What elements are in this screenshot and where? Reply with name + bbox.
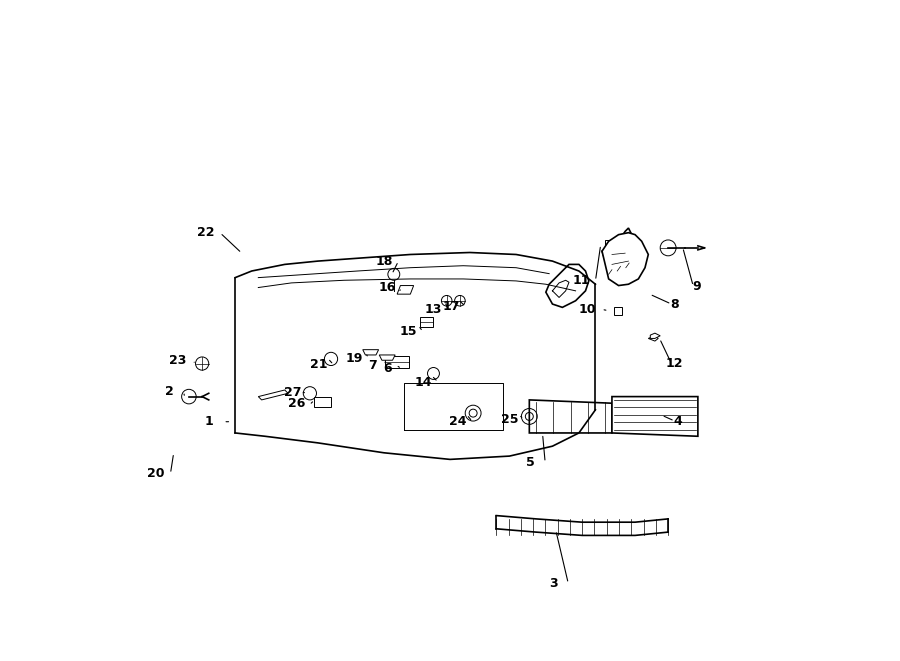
Text: 1: 1 (204, 415, 213, 428)
Text: 22: 22 (197, 226, 214, 239)
Text: 17: 17 (443, 300, 460, 313)
Text: 10: 10 (578, 303, 596, 316)
Polygon shape (258, 390, 288, 400)
Polygon shape (420, 317, 434, 327)
Polygon shape (363, 350, 379, 355)
Text: 16: 16 (379, 281, 396, 294)
Bar (614, 307, 622, 315)
Polygon shape (602, 228, 635, 274)
Text: 11: 11 (572, 274, 590, 288)
Text: 8: 8 (670, 297, 680, 311)
Bar (606, 240, 615, 248)
Polygon shape (612, 397, 698, 436)
Text: 3: 3 (550, 577, 558, 590)
Polygon shape (379, 355, 395, 360)
Polygon shape (602, 233, 648, 286)
Text: 6: 6 (382, 362, 392, 375)
Polygon shape (648, 336, 658, 341)
Polygon shape (529, 400, 612, 433)
Text: 12: 12 (666, 357, 683, 370)
Text: 15: 15 (400, 325, 417, 338)
Text: 13: 13 (425, 303, 442, 316)
Polygon shape (397, 286, 414, 294)
Text: 5: 5 (526, 456, 535, 469)
Text: 21: 21 (310, 358, 328, 371)
Polygon shape (545, 264, 589, 307)
Text: 2: 2 (165, 385, 174, 398)
Text: 24: 24 (449, 415, 467, 428)
Polygon shape (385, 356, 409, 368)
Text: 9: 9 (692, 280, 701, 293)
Text: 7: 7 (367, 359, 376, 372)
Text: 25: 25 (500, 412, 518, 426)
Text: 14: 14 (415, 375, 432, 389)
Text: 20: 20 (147, 467, 165, 481)
Text: 18: 18 (375, 254, 392, 268)
Text: 23: 23 (169, 354, 186, 367)
Text: 26: 26 (288, 397, 305, 410)
Text: 27: 27 (284, 386, 302, 399)
Polygon shape (651, 333, 661, 338)
Text: 19: 19 (346, 352, 363, 365)
Polygon shape (314, 397, 331, 407)
Text: 4: 4 (674, 414, 682, 428)
